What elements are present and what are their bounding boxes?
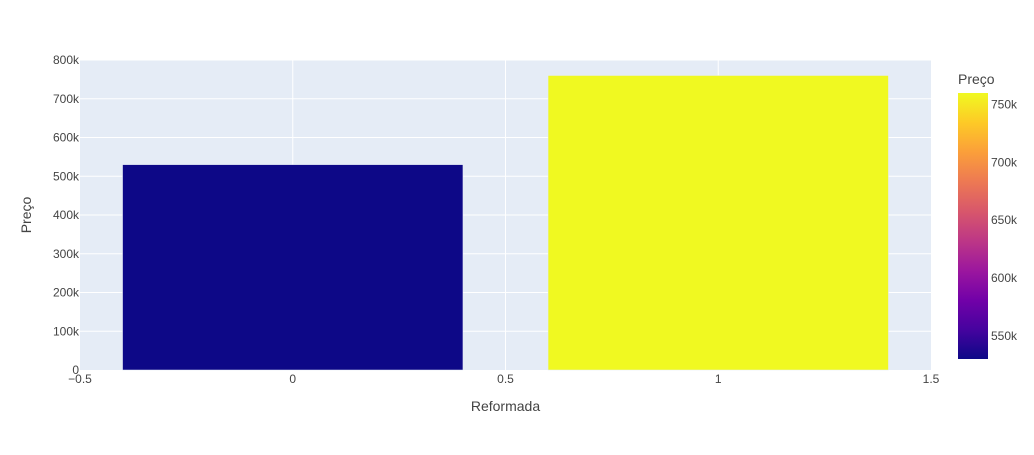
colorbar-tick-label: 650k xyxy=(991,213,1018,227)
y-tick-label: 800k xyxy=(53,53,80,67)
y-tick-label: 100k xyxy=(53,324,80,338)
colorbar-title: Preço xyxy=(958,71,995,87)
x-axis-title: Reformada xyxy=(471,398,540,414)
bar[interactable] xyxy=(547,75,889,371)
x-tick-label: 0.5 xyxy=(497,372,514,386)
y-tick-label: 300k xyxy=(53,247,80,261)
y-tick-label: 0 xyxy=(72,363,79,377)
y-tick-label: 400k xyxy=(53,208,80,222)
x-axis-ticks: −0.5 0 0.5 1 1.5 xyxy=(68,372,940,386)
x-tick-label: 1 xyxy=(715,372,722,386)
y-tick-label: 200k xyxy=(53,286,80,300)
colorbar-tick-label: 750k xyxy=(991,98,1018,112)
colorbar-tick-label: 600k xyxy=(991,271,1018,285)
colorbar xyxy=(958,93,988,359)
x-tick-label: −0.5 xyxy=(68,372,92,386)
colorbar-ticks: 550k 600k 650k 700k 750k xyxy=(991,98,1018,343)
y-tick-label: 500k xyxy=(53,169,80,183)
y-tick-label: 700k xyxy=(53,92,80,106)
y-axis-ticks: 0 100k 200k 300k 400k 500k 600k 700k 800k xyxy=(53,53,80,377)
y-tick-label: 600k xyxy=(53,131,80,145)
bar[interactable] xyxy=(122,164,464,371)
colorbar-tick-label: 550k xyxy=(991,329,1018,343)
x-tick-label: 1.5 xyxy=(923,372,940,386)
x-tick-label: 0 xyxy=(289,372,296,386)
bars xyxy=(122,75,889,371)
y-axis-title: Preço xyxy=(18,197,34,234)
colorbar-tick-label: 700k xyxy=(991,155,1018,169)
